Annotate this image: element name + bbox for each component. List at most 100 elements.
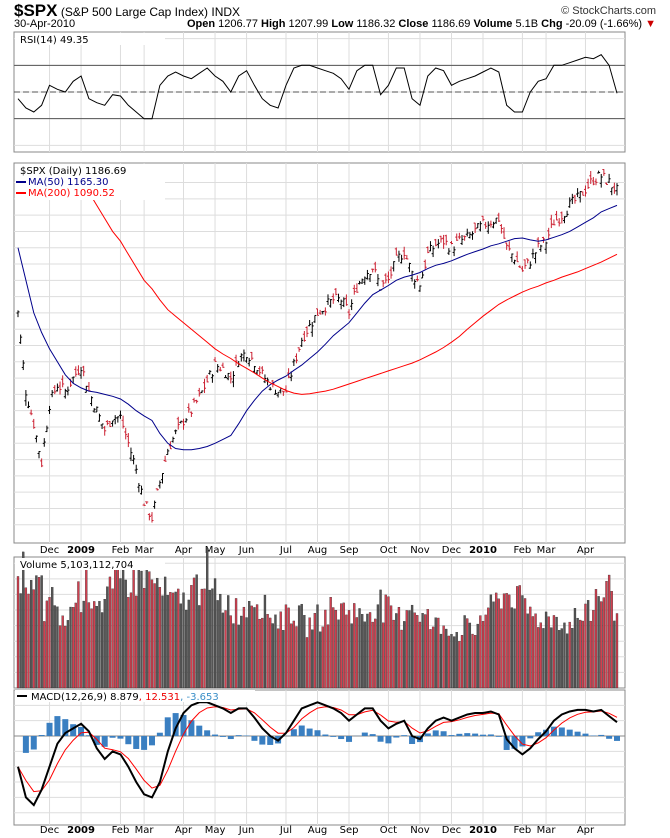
volume-bar [505,593,508,689]
macd-histogram-bar [22,736,29,753]
x-tick-label: Sep [340,825,359,836]
macd-histogram-bar [582,733,589,737]
volume-bar [550,627,553,689]
macd-histogram-bar [330,736,337,737]
volume-bar [589,620,592,689]
price-panel-frame [13,162,626,544]
volume-bar [74,602,77,689]
volume-bar [597,596,600,689]
volume-bar [523,598,527,689]
volume-bar [389,605,393,689]
volume-bar [579,619,582,689]
volume-bar [581,620,584,689]
volume-bar [137,558,141,689]
volume-bar [308,617,311,689]
volume-bar [510,607,514,689]
volume-bar [332,607,335,689]
macd-histogram-bar [38,735,45,737]
chg-label: Chg [541,18,563,30]
volume-bar [121,569,125,689]
volume-bar [282,630,285,689]
macd-histogram-bar [606,736,613,739]
volume-bar [442,625,445,689]
volume-bar [250,605,253,689]
macd-histogram-bar [251,736,258,741]
x-tick-label: Apr [175,825,193,836]
volume-bar [58,625,62,689]
volume-bar [300,603,303,689]
macd-histogram-bar [361,732,368,737]
volume-bar [150,579,154,689]
volume-bar [426,609,429,689]
x-tick-label: Dec [442,825,461,836]
volume-label: Volume [473,18,513,30]
x-tick-label: Mar [537,825,557,836]
volume-bar [463,615,466,689]
macd-histogram-bar [30,736,37,750]
volume-bar [547,616,550,689]
volume-bar [195,574,198,689]
volume-bar [518,585,521,689]
macd-histogram-bar [487,734,494,737]
volume-bar [119,578,122,689]
x-tick-label: 2009 [67,825,95,836]
macd-histogram-bar [480,734,487,737]
volume-bar [169,592,172,689]
volume-bar [284,604,288,689]
macd-histogram-bar [204,730,211,737]
volume-bar [376,604,380,689]
volume-bar [124,579,127,689]
volume-bar [232,623,235,689]
volume-bar [40,575,43,689]
volume-bar [455,632,458,689]
volume-bar [437,617,440,689]
macd-histogram-bar [314,730,321,737]
volume-bar [187,599,190,689]
volume-bar [355,617,359,689]
x-tick-label: Nov [410,545,430,556]
volume-bar [19,593,22,689]
macd-histogram-bar [503,736,510,750]
close-value: 1186.69 [431,18,471,30]
volume-bar [458,641,461,689]
volume-bar [216,600,219,689]
volume-bar [203,588,206,689]
macd-line [17,701,618,807]
volume-bar [135,595,138,689]
price-legend: $SPX (Daily) 1186.69 [20,166,126,177]
volume-bar [87,602,91,689]
volume-bar [410,604,414,689]
x-tick-label: Aug [308,545,328,556]
high-value: 1207.99 [288,18,329,30]
macd-histogram-bar [93,736,100,745]
volume-bar [198,605,201,689]
volume-bar [452,636,456,689]
macd-histogram-bar [70,724,77,737]
volume-bar [521,595,524,689]
macd-histogram-bar [511,736,518,749]
volume-bar [502,593,506,689]
macd-histogram-bar [212,734,219,737]
volume-bar [558,630,561,689]
macd-histogram-bar [290,729,297,737]
volume-bar [111,588,114,689]
volume-bar [279,611,282,689]
symbol: $SPX [14,1,58,20]
volume-bar [321,626,324,689]
volume-bar [339,603,343,689]
volume-bar [487,607,490,689]
volume-bar [552,615,556,689]
volume-bar [145,566,148,689]
volume-bar [221,612,225,689]
volume-bar [116,568,119,689]
volume-bar [607,574,611,689]
volume-bar [403,621,406,689]
x-tick-label: May [205,545,226,556]
macd-legend-hist: , -3.653 [180,692,219,703]
rsi-line [17,54,618,120]
volume-bar [245,617,248,689]
x-tick-label: Feb [514,825,532,836]
volume-bar [224,610,227,689]
volume-bar [347,610,351,689]
macd-histogram-bar [566,729,573,737]
